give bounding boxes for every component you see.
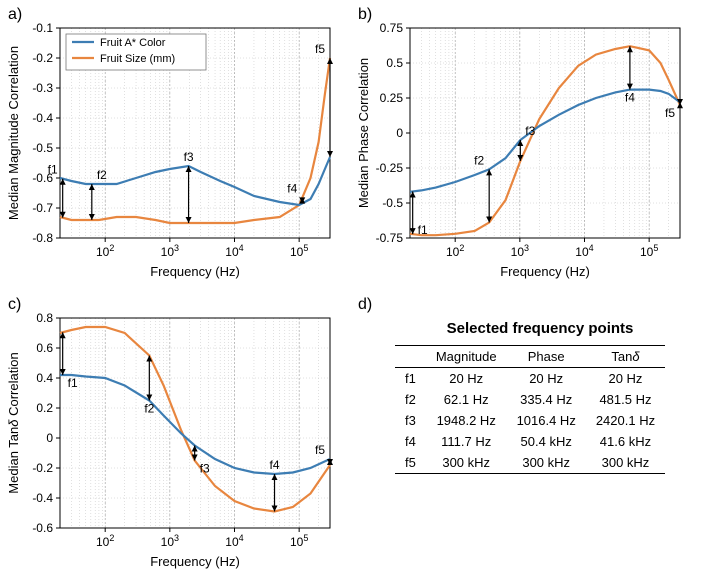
svg-text:102: 102 [446,243,464,259]
table-header-phase: Phase [507,346,586,368]
svg-text:Frequency (Hz): Frequency (Hz) [500,264,590,279]
svg-text:Fruit Size (mm): Fruit Size (mm) [100,53,175,65]
svg-text:102: 102 [96,243,114,259]
svg-text:103: 103 [161,243,179,259]
svg-text:Median Phase Correlation: Median Phase Correlation [356,58,371,208]
svg-text:f1: f1 [68,376,78,390]
svg-text:f4: f4 [287,182,297,196]
svg-text:-0.8: -0.8 [32,231,53,245]
svg-text:104: 104 [225,243,243,259]
frequency-table: Magnitude Phase Tanδ f120 Hz20 Hz20 Hz f… [395,345,665,474]
svg-text:104: 104 [225,533,243,549]
svg-text:Frequency (Hz): Frequency (Hz) [150,554,240,569]
svg-text:-0.5: -0.5 [382,196,403,210]
svg-text:-0.75: -0.75 [376,231,404,245]
table-header-mag: Magnitude [426,346,507,368]
svg-text:-0.2: -0.2 [32,461,53,475]
svg-text:105: 105 [290,243,308,259]
svg-text:105: 105 [290,533,308,549]
svg-text:f5: f5 [665,106,675,120]
svg-text:f5: f5 [315,42,325,56]
svg-text:0: 0 [46,431,53,445]
svg-text:102: 102 [96,533,114,549]
svg-text:103: 103 [161,533,179,549]
svg-text:-0.6: -0.6 [32,521,53,535]
svg-text:-0.4: -0.4 [32,111,53,125]
table-header-tand: Tanδ [586,346,665,368]
svg-text:-0.4: -0.4 [32,491,53,505]
svg-text:-0.3: -0.3 [32,81,53,95]
svg-text:Frequency (Hz): Frequency (Hz) [150,264,240,279]
svg-text:Median Magnitude Correlation: Median Magnitude Correlation [6,46,21,220]
svg-text:0.4: 0.4 [36,371,53,385]
svg-text:f3: f3 [525,124,535,138]
svg-text:f1: f1 [48,163,58,177]
svg-text:f4: f4 [270,458,280,472]
svg-text:f3: f3 [184,150,194,164]
table-title: Selected frequency points [400,320,680,337]
svg-text:0.75: 0.75 [380,21,404,35]
svg-text:f2: f2 [97,168,107,182]
svg-text:-0.2: -0.2 [32,51,53,65]
chart-magnitude: 102103104105-0.8-0.7-0.6-0.5-0.4-0.3-0.2… [5,18,365,288]
chart-phase: 102 103 104 105 -0.75 -0.5 -0.25 0 0.25 0.5 0.75 f1… [355,18,709,288]
svg-text:f5: f5 [315,443,325,457]
chart-tandelta: 102 103 104 105 -0.6 -0.4 -0.2 0 0.2 0.4 0.6 0.8 f1 f… [5,308,365,578]
svg-text:0: 0 [396,126,403,140]
svg-text:-0.7: -0.7 [32,201,53,215]
svg-text:f2: f2 [144,402,154,416]
svg-text:103: 103 [511,243,529,259]
svg-text:-0.1: -0.1 [32,21,53,35]
svg-text:0.2: 0.2 [36,401,53,415]
svg-text:0.6: 0.6 [36,341,53,355]
svg-text:-0.5: -0.5 [32,141,53,155]
svg-text:f3: f3 [200,462,210,476]
svg-text:0.5: 0.5 [386,56,403,70]
svg-text:Fruit A* Color: Fruit A* Color [100,37,166,49]
table-header-blank [395,346,426,368]
svg-text:f4: f4 [625,91,635,105]
svg-text:0.8: 0.8 [36,311,53,325]
svg-text:104: 104 [575,243,593,259]
svg-text:-0.25: -0.25 [376,161,404,175]
svg-text:0.25: 0.25 [380,91,404,105]
svg-text:Median Tanδ Correlation: Median Tanδ Correlation [6,352,21,493]
svg-text:f2: f2 [474,153,484,167]
svg-text:f1: f1 [418,223,428,237]
svg-text:105: 105 [640,243,658,259]
